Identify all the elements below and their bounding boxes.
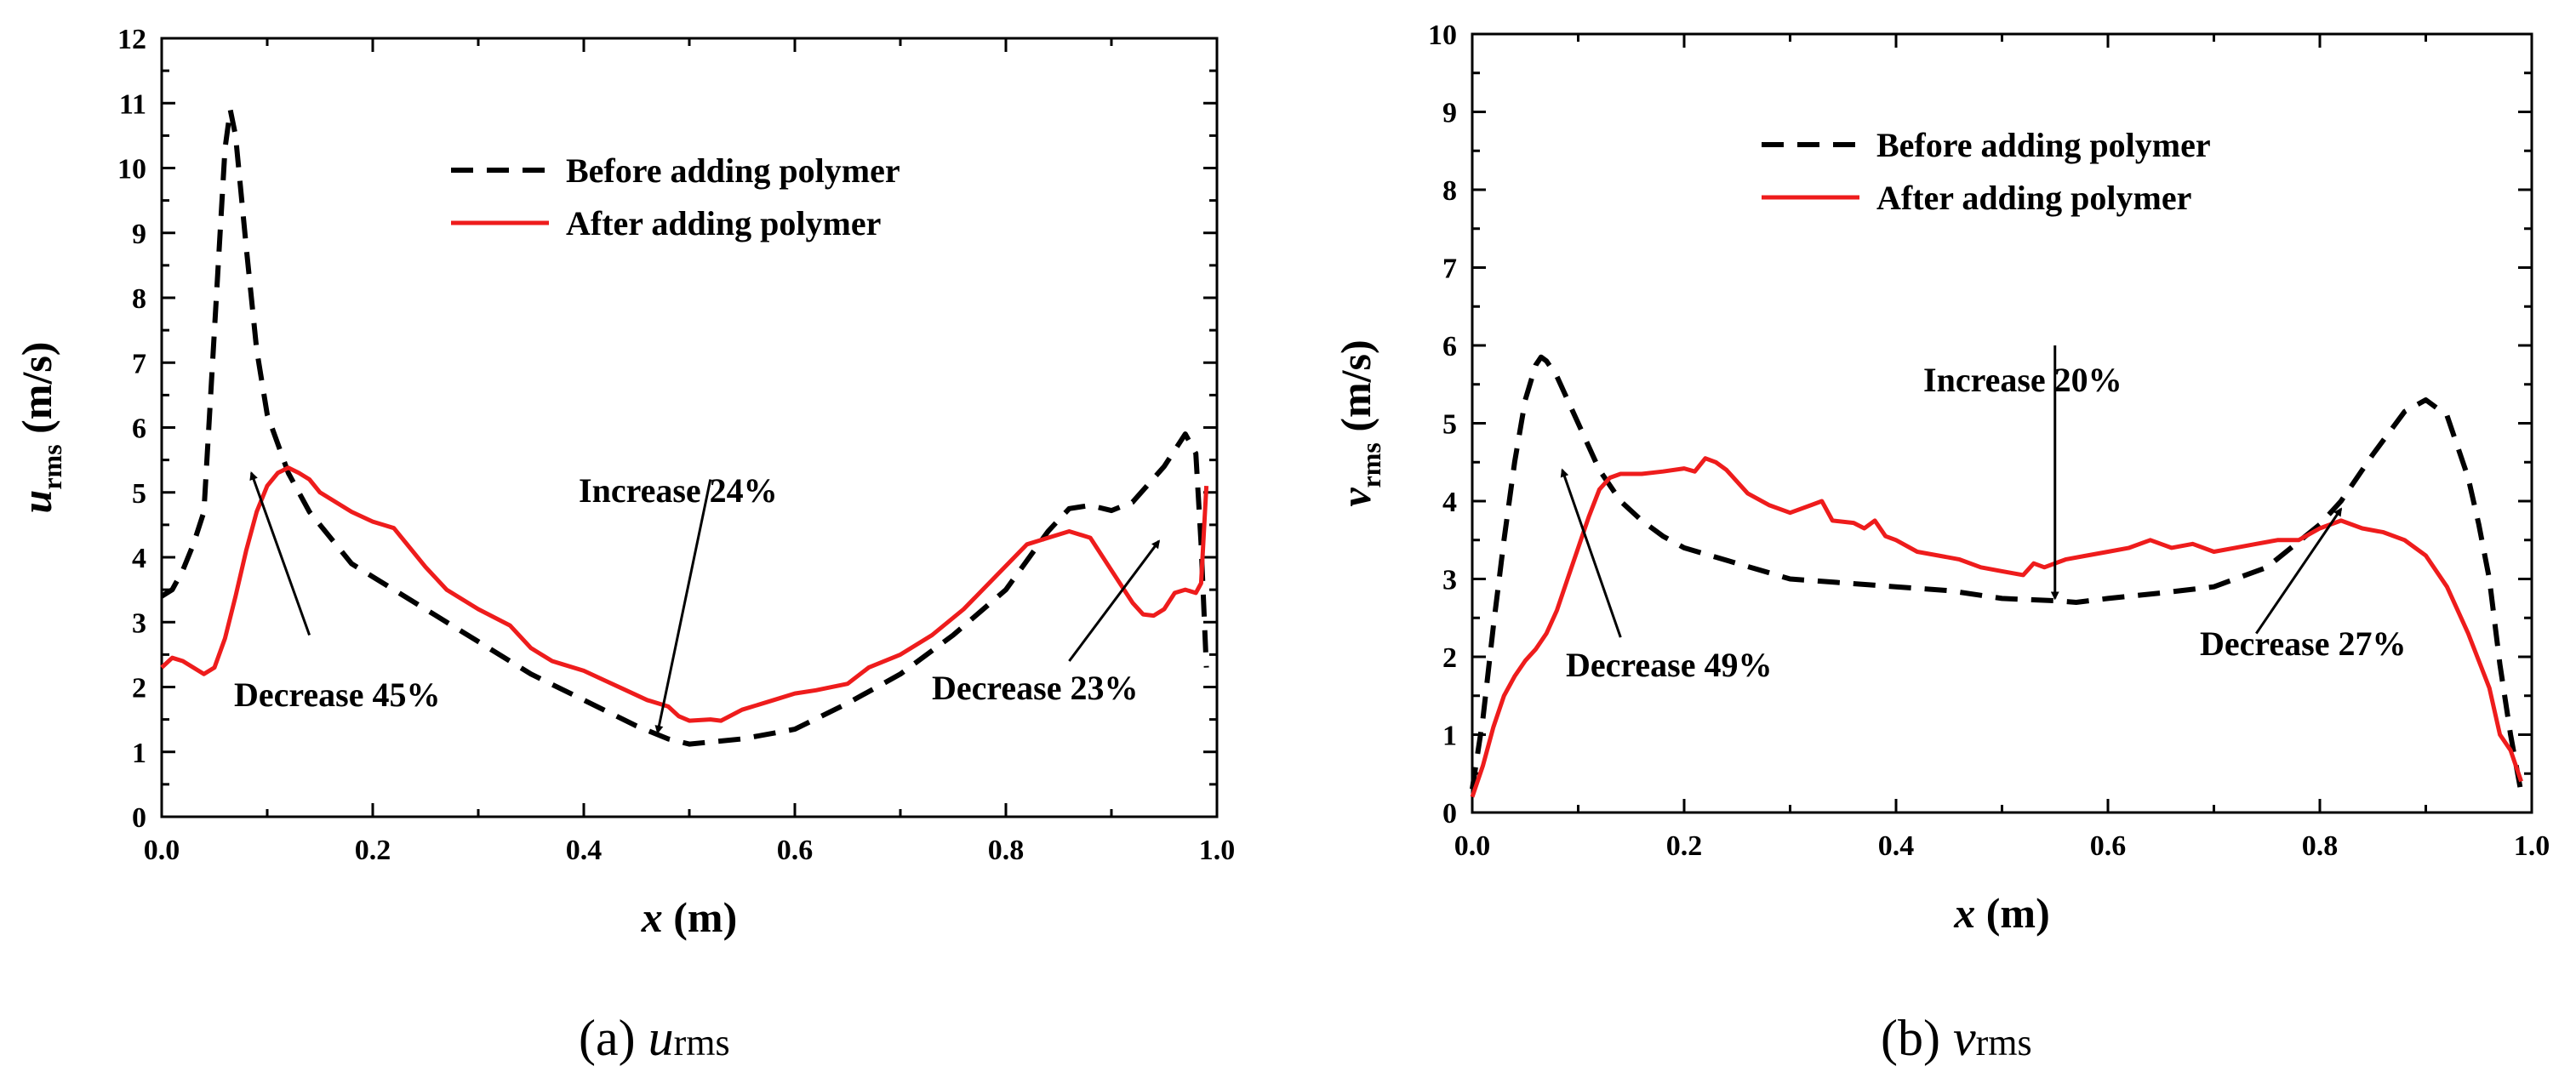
legend-label-after: After adding polymer bbox=[1876, 179, 2191, 217]
annotation-label: Decrease 49% bbox=[1566, 646, 1773, 684]
x-tick-label: 0.0 bbox=[1454, 830, 1491, 862]
x-tick-label: 0.0 bbox=[144, 835, 180, 866]
legend-label-after: After adding polymer bbox=[566, 204, 881, 242]
y-tick-label: 2 bbox=[132, 673, 146, 704]
x-tick-label: 0.8 bbox=[988, 835, 1025, 866]
y-tick-label: 10 bbox=[1428, 20, 1457, 51]
y-axis-label: vrms (m/s) bbox=[1332, 339, 1386, 506]
annotation-arrow bbox=[654, 479, 712, 734]
annotation-label: Decrease 45% bbox=[234, 676, 441, 714]
y-tick-label: 9 bbox=[1442, 98, 1457, 129]
y-tick-label: 8 bbox=[1442, 175, 1457, 207]
y-tick-label: 11 bbox=[119, 88, 146, 120]
x-tick-label: 0.6 bbox=[2090, 830, 2127, 862]
legend-label-before: Before adding polymer bbox=[1876, 126, 2211, 164]
annotation-label: Increase 24% bbox=[579, 471, 778, 510]
annotation-arrow bbox=[2255, 507, 2343, 635]
annotation-label: Decrease 27% bbox=[2200, 624, 2407, 663]
panel-caption: (b) vrms bbox=[1881, 1010, 2032, 1066]
x-axis-label: x (m) bbox=[1953, 889, 2049, 937]
y-tick-label: 7 bbox=[1442, 254, 1457, 285]
y-tick-label: 1 bbox=[132, 738, 146, 769]
y-tick-label: 6 bbox=[132, 413, 146, 445]
y-tick-label: 1 bbox=[1442, 721, 1457, 752]
annotation-arrow bbox=[249, 470, 311, 636]
annotation-arrow bbox=[1068, 539, 1161, 662]
annotation-arrow bbox=[1560, 468, 1622, 638]
series-after-line bbox=[160, 465, 1209, 723]
x-tick-label: 0.6 bbox=[777, 835, 814, 866]
y-tick-label: 12 bbox=[117, 24, 146, 55]
y-tick-label: 3 bbox=[132, 607, 146, 639]
x-axis-label: x (m) bbox=[641, 893, 737, 941]
annotation-label: Decrease 23% bbox=[932, 669, 1139, 707]
x-tick-label: 1.0 bbox=[2514, 830, 2550, 862]
y-tick-label: 5 bbox=[132, 478, 146, 510]
y-tick-label: 5 bbox=[1442, 409, 1457, 441]
y-tick-label: 10 bbox=[117, 154, 146, 185]
y-tick-label: 9 bbox=[132, 219, 146, 250]
x-tick-label: 0.8 bbox=[2302, 830, 2339, 862]
x-tick-label: 1.0 bbox=[1199, 835, 1236, 866]
x-tick-label: 0.2 bbox=[355, 835, 391, 866]
y-tick-label: 4 bbox=[132, 543, 146, 574]
series-before-line bbox=[1470, 354, 2524, 794]
panel-b: 0.0 0.2 0.4 0.6 0.8 1.0 0 1 2 3 4 5 6 7 8 9 10 x (m) vrms … bbox=[1332, 20, 2550, 1066]
legend-label-before: Before adding polymer bbox=[566, 151, 900, 190]
y-tick-label: 7 bbox=[132, 348, 146, 379]
y-tick-label: 0 bbox=[132, 802, 146, 834]
x-tick-label: 0.4 bbox=[566, 835, 603, 866]
y-tick-label: 2 bbox=[1442, 642, 1457, 674]
y-tick-label: 0 bbox=[1442, 798, 1457, 830]
y-tick-label: 3 bbox=[1442, 565, 1457, 596]
y-axis-label: urms (m/s) bbox=[13, 342, 67, 514]
x-tick-label: 0.4 bbox=[1878, 830, 1915, 862]
x-tick-label: 0.2 bbox=[1666, 830, 1703, 862]
annotation-label: Increase 20% bbox=[1923, 361, 2122, 399]
y-tick-label: 4 bbox=[1442, 487, 1457, 518]
panel-caption: (a) urms bbox=[579, 1010, 730, 1066]
y-tick-label: 8 bbox=[132, 283, 146, 315]
series-after-line bbox=[1470, 456, 2523, 798]
y-tick-label: 6 bbox=[1442, 331, 1457, 362]
series-before-line bbox=[160, 106, 1209, 747]
